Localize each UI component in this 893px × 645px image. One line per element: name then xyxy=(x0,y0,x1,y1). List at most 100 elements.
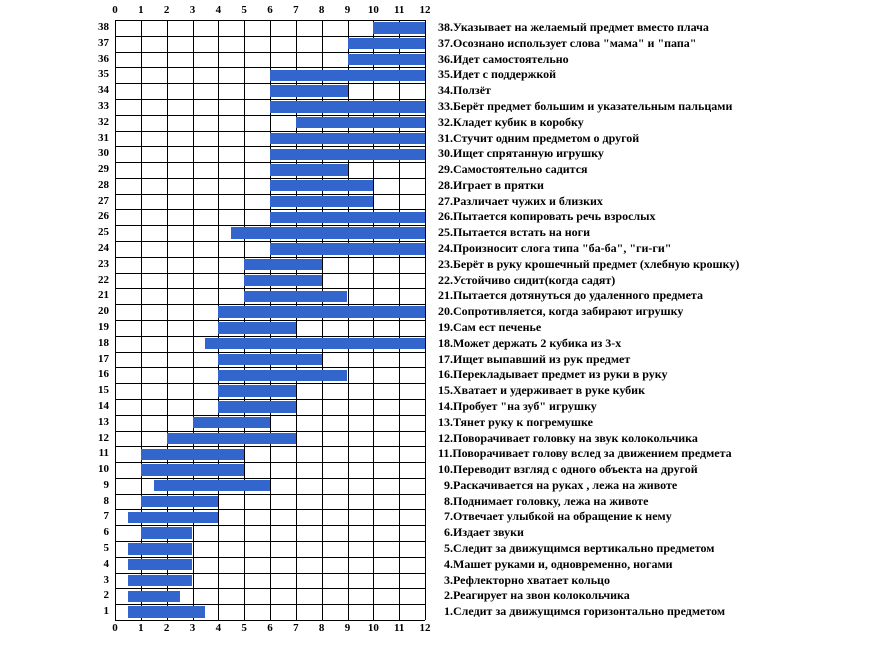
chart-bar xyxy=(193,417,271,428)
chart-bar xyxy=(128,591,180,602)
x-tick-label: 3 xyxy=(183,622,203,634)
gridline-h xyxy=(115,257,425,258)
y-tick-label: 12 xyxy=(0,431,109,447)
x-tick-label: 6 xyxy=(260,4,280,16)
item-label: 19.Сам ест печенье xyxy=(438,320,541,336)
gridline-h xyxy=(115,431,425,432)
chart-bar xyxy=(141,464,244,475)
gridline-h xyxy=(115,304,425,305)
x-tick-label: 2 xyxy=(157,4,177,16)
gridline-h xyxy=(115,367,425,368)
chart-bar xyxy=(218,370,347,381)
y-tick-label: 19 xyxy=(0,320,109,336)
chart-bar xyxy=(231,227,425,238)
x-tick-label: 0 xyxy=(105,622,125,634)
y-tick-label: 35 xyxy=(0,67,109,83)
gridline-h xyxy=(115,288,425,289)
y-tick-label: 22 xyxy=(0,273,109,289)
x-tick-label: 12 xyxy=(415,4,435,16)
x-tick-label: 12 xyxy=(415,622,435,634)
gridline-h xyxy=(115,194,425,195)
chart-bar xyxy=(218,306,425,317)
chart-bar xyxy=(270,180,373,191)
y-tick-label: 29 xyxy=(0,162,109,178)
y-tick-label: 8 xyxy=(0,494,109,510)
item-label: 10.Переводит взгляд с одного объекта на … xyxy=(438,462,698,478)
gridline-h xyxy=(115,604,425,605)
gridline-h xyxy=(115,525,425,526)
item-label: 22.Устойчиво сидит(когда садят) xyxy=(438,273,615,289)
y-tick-label: 7 xyxy=(0,509,109,525)
y-tick-label: 1 xyxy=(0,604,109,620)
y-tick-label: 36 xyxy=(0,52,109,68)
chart-bar xyxy=(270,164,348,175)
item-label: 33.Берёт предмет большим и указательным … xyxy=(438,99,732,115)
gridline-h xyxy=(115,573,425,574)
gridline-h xyxy=(115,131,425,132)
item-label: 5.Следит за движущимся вертикально предм… xyxy=(438,541,714,557)
y-tick-label: 38 xyxy=(0,20,109,36)
x-tick-label: 5 xyxy=(234,4,254,16)
item-label: 4.Машет руками и, одновременно, ногами xyxy=(438,557,673,573)
chart-bar xyxy=(218,401,296,412)
x-tick-label: 10 xyxy=(363,622,383,634)
y-tick-label: 4 xyxy=(0,557,109,573)
gridline-h xyxy=(115,115,425,116)
item-label: 29.Самостоятельно садится xyxy=(438,162,588,178)
gridline-h xyxy=(115,83,425,84)
item-label: 9.Раскачивается на руках , лежа на живот… xyxy=(438,478,677,494)
chart-bar xyxy=(218,322,296,333)
chart-bar xyxy=(373,22,425,33)
item-label: 27.Различает чужих и близких xyxy=(438,194,603,210)
gridline-h xyxy=(115,509,425,510)
y-tick-label: 24 xyxy=(0,241,109,257)
item-label: 23.Берёт в руку крошечный предмет (хлебн… xyxy=(438,257,739,273)
item-label: 35.Идет с поддержкой xyxy=(438,67,556,83)
chart-bar xyxy=(128,559,193,570)
item-label: 3.Рефлекторно хватает кольцо xyxy=(438,573,610,589)
y-tick-label: 10 xyxy=(0,462,109,478)
x-tick-label: 6 xyxy=(260,622,280,634)
chart-bar xyxy=(296,117,425,128)
gridline-h xyxy=(115,67,425,68)
gridline-h xyxy=(115,36,425,37)
chart-bar xyxy=(218,385,296,396)
x-tick-label: 4 xyxy=(208,622,228,634)
item-label: 17.Ищет выпавший из рук предмет xyxy=(438,352,630,368)
x-tick-label: 5 xyxy=(234,622,254,634)
x-tick-label: 11 xyxy=(389,622,409,634)
item-label: 36.Идет самостоятельно xyxy=(438,52,569,68)
item-label: 26.Пытается копировать речь взрослых xyxy=(438,209,656,225)
chart-bar xyxy=(270,196,373,207)
item-label: 37.Осознано использует слова "мама" и "п… xyxy=(438,36,696,52)
chart-plot xyxy=(115,20,425,620)
x-tick-label: 8 xyxy=(312,4,332,16)
y-tick-label: 33 xyxy=(0,99,109,115)
x-tick-label: 4 xyxy=(208,4,228,16)
y-tick-label: 32 xyxy=(0,115,109,131)
chart-bar xyxy=(348,38,426,49)
gridline-h xyxy=(115,352,425,353)
y-tick-label: 14 xyxy=(0,399,109,415)
chart-bar xyxy=(205,338,425,349)
chart-bar xyxy=(167,433,296,444)
gridline-h xyxy=(115,241,425,242)
item-label: 1.Следит за движущимся горизонтально пре… xyxy=(438,604,725,620)
y-tick-label: 20 xyxy=(0,304,109,320)
y-tick-label: 26 xyxy=(0,209,109,225)
x-tick-label: 0 xyxy=(105,4,125,16)
item-label: 11.Поворачивает голову вслед за движение… xyxy=(438,446,732,462)
item-label: 14.Пробует "на зуб" игрушку xyxy=(438,399,597,415)
item-label: 32.Кладет кубик в коробку xyxy=(438,115,584,131)
y-tick-label: 11 xyxy=(0,446,109,462)
chart-bar xyxy=(244,291,347,302)
gridline-h xyxy=(115,588,425,589)
gridline-h xyxy=(115,620,425,621)
y-tick-label: 2 xyxy=(0,588,109,604)
y-tick-label: 13 xyxy=(0,415,109,431)
gridline-h xyxy=(115,99,425,100)
gridline-h xyxy=(115,557,425,558)
gridline-h xyxy=(115,415,425,416)
item-label: 28.Играет в прятки xyxy=(438,178,544,194)
item-label: 20.Сопротивляется, когда забирают игрушк… xyxy=(438,304,683,320)
